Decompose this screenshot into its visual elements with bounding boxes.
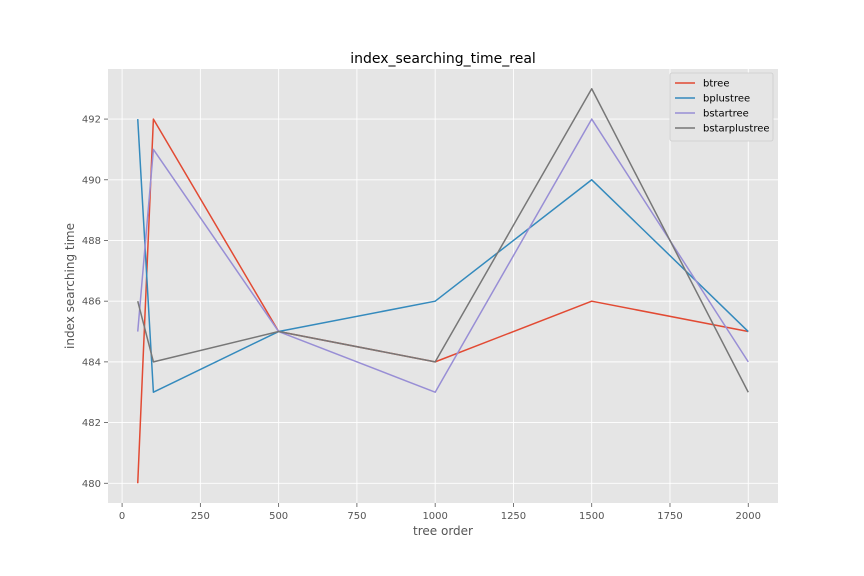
x-tick-label: 1500 xyxy=(579,511,604,522)
legend-label-bstartree: bstartree xyxy=(703,109,749,120)
x-tick-label: 500 xyxy=(269,511,288,522)
x-tick-label: 0 xyxy=(119,511,125,522)
x-tick-label: 1750 xyxy=(657,511,682,522)
x-tick-label: 250 xyxy=(191,511,210,522)
y-tick-label: 492 xyxy=(82,115,101,126)
y-tick-label: 486 xyxy=(82,297,101,308)
y-tick-label: 488 xyxy=(82,236,101,247)
legend-label-bstarplustree: bstarplustree xyxy=(703,124,770,135)
x-axis-ticks: 0 250 500 750 1000 1250 1500 1750 2000 xyxy=(119,503,761,522)
x-tick-label: 2000 xyxy=(736,511,761,522)
chart-title: index_searching_time_real xyxy=(350,51,536,67)
legend-label-bplustree: bplustree xyxy=(703,94,750,105)
y-axis-label: index searching time xyxy=(63,223,77,349)
x-axis-label: tree order xyxy=(413,524,473,538)
series-line-bstartree xyxy=(136,118,749,393)
x-tick-label: 1250 xyxy=(501,511,526,522)
y-tick-label: 482 xyxy=(82,418,101,429)
legend-label-btree: btree xyxy=(703,79,729,90)
series-lines xyxy=(136,87,749,484)
legend: btree bplustree bstartree bstarplustree xyxy=(669,72,774,142)
series-line-bstarplustree xyxy=(137,87,749,393)
series-line-bplustree xyxy=(136,119,749,393)
x-tick-label: 1000 xyxy=(422,511,447,522)
x-tick-label: 750 xyxy=(347,511,366,522)
y-axis-ticks: 480 482 484 486 488 490 492 xyxy=(82,115,108,490)
y-tick-label: 480 xyxy=(82,479,101,490)
legend-box xyxy=(669,72,774,142)
y-tick-label: 484 xyxy=(82,357,101,368)
plot-area xyxy=(108,69,778,503)
y-tick-label: 490 xyxy=(82,175,101,186)
